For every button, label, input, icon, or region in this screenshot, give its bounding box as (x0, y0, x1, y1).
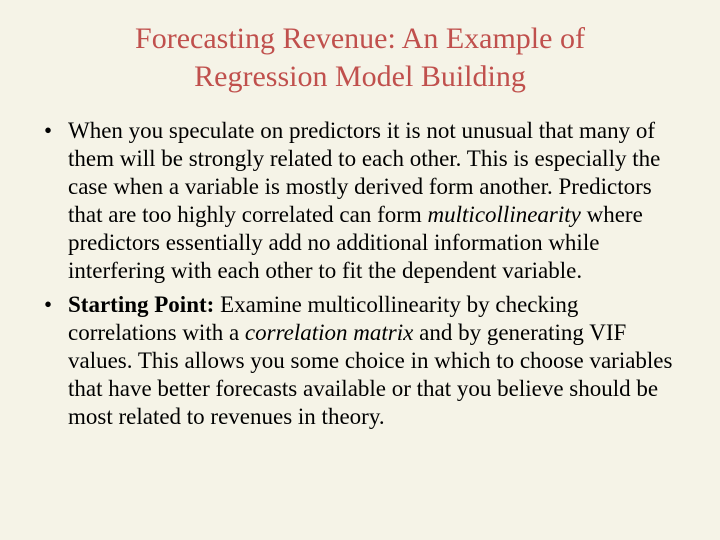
bullet-item: When you speculate on predictors it is n… (40, 117, 690, 285)
bullet-text-em: correlation matrix (245, 320, 413, 345)
title-line-2: Regression Model Building (194, 60, 526, 93)
bullet-text-bold: Starting Point: (68, 292, 214, 317)
slide-container: Forecasting Revenue: An Example of Regre… (0, 0, 720, 540)
bullet-text-em: multicollinearity (428, 202, 581, 227)
bullet-list: When you speculate on predictors it is n… (40, 117, 690, 432)
bullet-item: Starting Point: Examine multicollinearit… (40, 291, 690, 431)
slide-title: Forecasting Revenue: An Example of Regre… (30, 20, 690, 95)
title-line-1: Forecasting Revenue: An Example of (135, 22, 585, 55)
